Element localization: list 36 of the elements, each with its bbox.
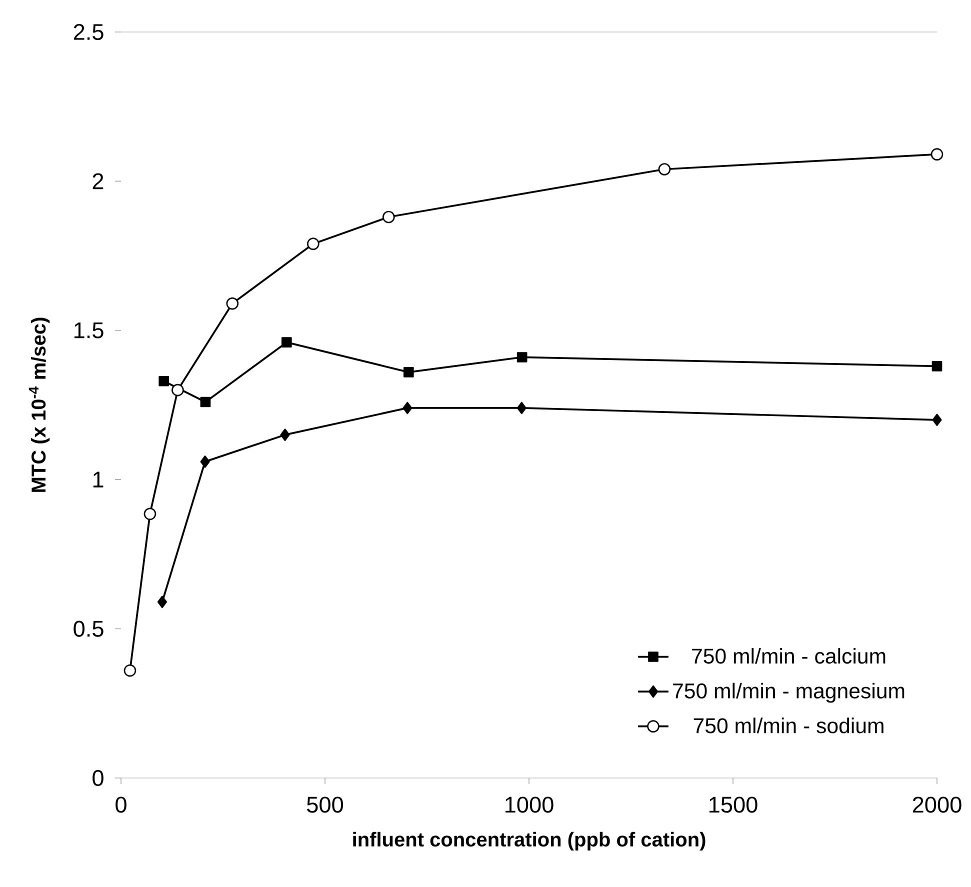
point bbox=[124, 664, 136, 677]
point bbox=[200, 456, 210, 468]
legend-label: 750 ml/min - magnesium bbox=[673, 682, 904, 703]
point bbox=[932, 361, 942, 372]
y-tick-label: 2 bbox=[92, 173, 104, 190]
point bbox=[172, 384, 184, 396]
y-tick-label: 0 bbox=[92, 770, 104, 786]
point bbox=[307, 238, 320, 250]
x-tick-label: 500 bbox=[306, 796, 344, 813]
point bbox=[403, 366, 414, 378]
point bbox=[402, 402, 412, 414]
point bbox=[382, 210, 395, 224]
point bbox=[226, 297, 239, 310]
point bbox=[200, 396, 211, 408]
point bbox=[144, 508, 156, 520]
x-tick-label: 2000 bbox=[912, 796, 962, 813]
point bbox=[516, 402, 526, 414]
point bbox=[932, 414, 942, 426]
x-tick-label: 1500 bbox=[710, 796, 758, 813]
y-tick-label: 1.5 bbox=[74, 322, 104, 338]
legend-label: 750 ml/min - sodium bbox=[694, 718, 884, 734]
point bbox=[280, 428, 290, 441]
point bbox=[516, 352, 528, 362]
y-tick-label: 2.5 bbox=[74, 24, 104, 40]
x-tick-label: 1000 bbox=[506, 796, 554, 813]
point bbox=[157, 596, 168, 608]
y-tick-label: 0.5 bbox=[74, 620, 104, 637]
x-tick-label: 0 bbox=[116, 796, 126, 813]
point bbox=[658, 163, 671, 176]
point bbox=[158, 376, 170, 386]
legend-label: 750 ml/min - calcium bbox=[692, 648, 886, 664]
y-axis-title: MTC (x 10$^{-4}$ m/sec) bbox=[28, 318, 50, 492]
y-tick-label: 1 bbox=[93, 472, 104, 488]
point bbox=[930, 148, 944, 160]
point bbox=[281, 337, 292, 348]
x-axis-title: influent concentration (ppb of cation) bbox=[353, 832, 706, 851]
